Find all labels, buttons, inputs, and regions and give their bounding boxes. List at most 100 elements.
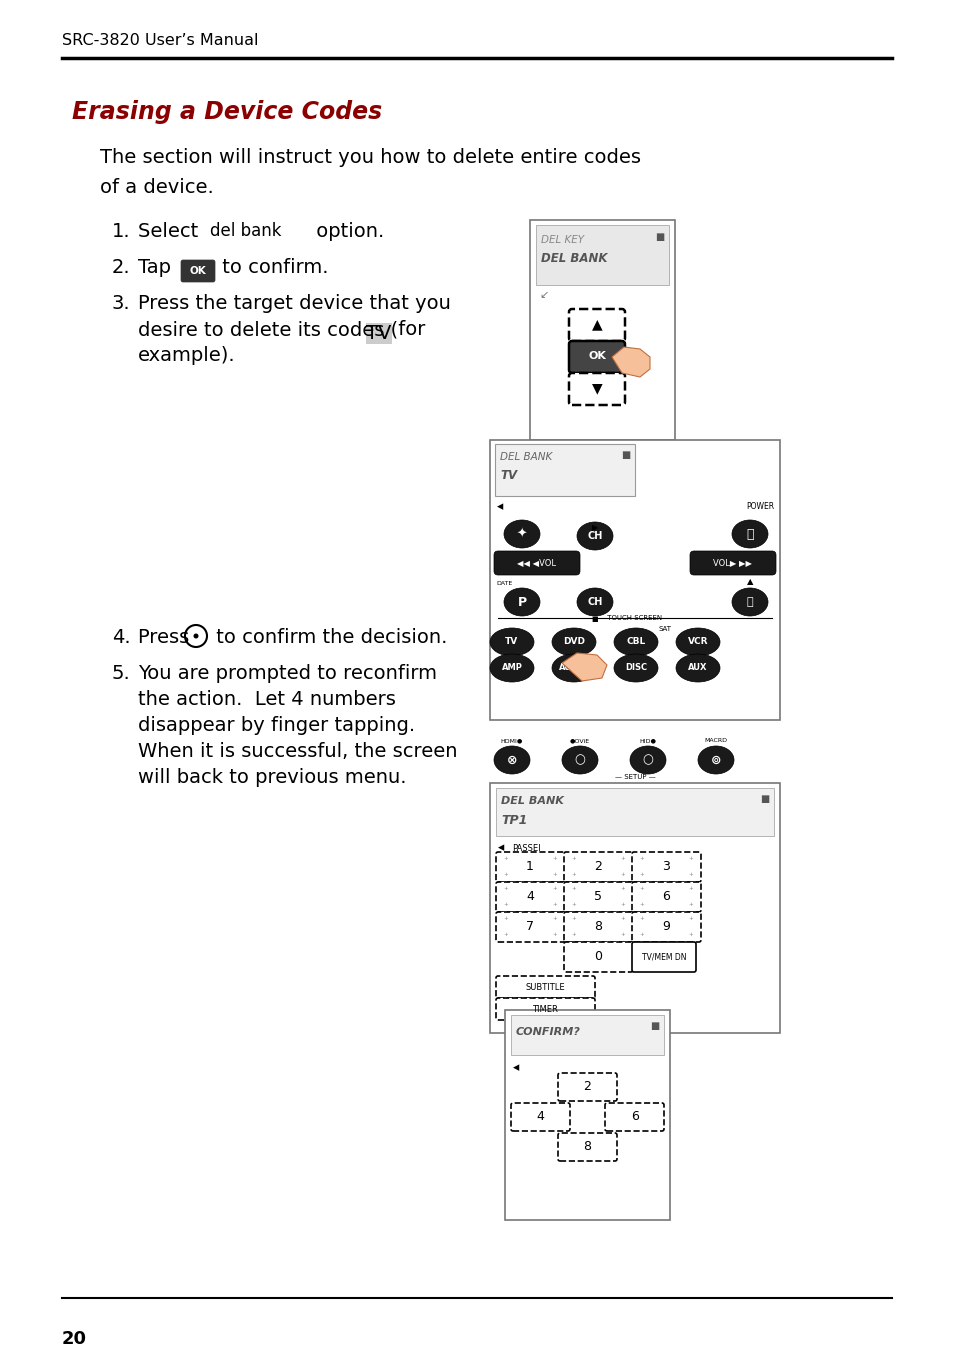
Text: 0: 0 xyxy=(594,950,601,964)
Text: +: + xyxy=(503,933,508,937)
FancyBboxPatch shape xyxy=(504,1010,669,1220)
Text: 5: 5 xyxy=(594,891,601,903)
Text: +: + xyxy=(503,872,508,877)
Text: AMP: AMP xyxy=(501,664,522,672)
FancyBboxPatch shape xyxy=(563,882,633,913)
Text: TV/MEM DN: TV/MEM DN xyxy=(641,953,685,961)
Text: +: + xyxy=(552,903,557,907)
Text: CBL: CBL xyxy=(626,638,645,646)
Text: 20: 20 xyxy=(62,1330,87,1348)
Text: 3: 3 xyxy=(661,860,669,873)
Text: +: + xyxy=(620,903,625,907)
Text: POWER: POWER xyxy=(745,502,773,511)
Ellipse shape xyxy=(577,588,613,617)
Polygon shape xyxy=(612,347,649,377)
Text: When it is successful, the screen: When it is successful, the screen xyxy=(138,742,457,761)
FancyBboxPatch shape xyxy=(568,373,624,406)
FancyBboxPatch shape xyxy=(511,1103,569,1132)
Text: 7: 7 xyxy=(525,921,534,933)
Text: VOL▶ ▶▶: VOL▶ ▶▶ xyxy=(713,558,752,568)
Text: +: + xyxy=(552,933,557,937)
Text: 6: 6 xyxy=(630,1110,639,1124)
Ellipse shape xyxy=(494,746,530,773)
FancyBboxPatch shape xyxy=(494,552,579,575)
Text: MACRD: MACRD xyxy=(703,738,727,744)
Text: OK: OK xyxy=(587,352,605,361)
Text: DVD: DVD xyxy=(562,638,584,646)
Text: will back to previous menu.: will back to previous menu. xyxy=(138,768,406,787)
Text: ↙: ↙ xyxy=(538,289,548,300)
Ellipse shape xyxy=(731,521,767,548)
FancyBboxPatch shape xyxy=(496,852,564,882)
Text: +: + xyxy=(552,872,557,877)
Text: TV: TV xyxy=(499,469,517,483)
Text: to confirm the decision.: to confirm the decision. xyxy=(210,627,447,648)
Text: +: + xyxy=(503,887,508,891)
Text: CH: CH xyxy=(587,531,602,541)
Ellipse shape xyxy=(676,627,720,656)
Ellipse shape xyxy=(503,588,539,617)
Text: 4.: 4. xyxy=(112,627,131,648)
Text: +: + xyxy=(639,933,643,937)
FancyBboxPatch shape xyxy=(689,552,775,575)
FancyBboxPatch shape xyxy=(563,913,633,942)
Text: Erasing a Device Codes: Erasing a Device Codes xyxy=(71,100,382,124)
Text: The section will instruct you how to delete entire codes: The section will instruct you how to del… xyxy=(100,147,640,168)
FancyBboxPatch shape xyxy=(604,1103,663,1132)
Text: ▶: ▶ xyxy=(591,523,598,531)
Text: 8: 8 xyxy=(582,1141,590,1153)
Text: 2: 2 xyxy=(594,860,601,873)
Ellipse shape xyxy=(731,588,767,617)
Text: DEL BANK: DEL BANK xyxy=(499,452,552,462)
Text: P: P xyxy=(517,595,526,608)
Text: ⊚: ⊚ xyxy=(710,753,720,767)
Ellipse shape xyxy=(614,627,658,656)
Text: Press: Press xyxy=(138,627,195,648)
FancyBboxPatch shape xyxy=(366,323,392,343)
Text: VCR: VCR xyxy=(687,638,707,646)
Text: DEL KEY: DEL KEY xyxy=(540,235,583,245)
Text: You are prompted to reconfirm: You are prompted to reconfirm xyxy=(138,664,436,683)
Text: 1.: 1. xyxy=(112,222,131,241)
Text: the action.  Let 4 numbers: the action. Let 4 numbers xyxy=(138,690,395,708)
Ellipse shape xyxy=(552,627,596,656)
Text: CONFIRM?: CONFIRM? xyxy=(516,1028,580,1037)
Text: OK: OK xyxy=(190,266,206,276)
FancyBboxPatch shape xyxy=(563,852,633,882)
Text: AUX: AUX xyxy=(687,664,707,672)
Text: +: + xyxy=(620,933,625,937)
Text: +: + xyxy=(620,872,625,877)
Text: +: + xyxy=(639,872,643,877)
Text: ◂: ◂ xyxy=(497,500,503,512)
Text: ⊗: ⊗ xyxy=(506,753,517,767)
Text: 2: 2 xyxy=(582,1080,590,1094)
FancyBboxPatch shape xyxy=(631,913,700,942)
Text: +: + xyxy=(503,903,508,907)
Text: +: + xyxy=(552,887,557,891)
Text: 2.: 2. xyxy=(112,258,131,277)
Text: TV: TV xyxy=(366,324,392,343)
Text: +: + xyxy=(552,857,557,861)
FancyBboxPatch shape xyxy=(631,942,696,972)
FancyBboxPatch shape xyxy=(496,976,595,998)
Ellipse shape xyxy=(490,654,534,681)
Ellipse shape xyxy=(676,654,720,681)
Text: DEL BANK: DEL BANK xyxy=(500,796,563,806)
Text: ■: ■ xyxy=(655,233,663,242)
Text: DEL BANK: DEL BANK xyxy=(540,251,607,265)
FancyBboxPatch shape xyxy=(568,310,624,341)
Text: +: + xyxy=(688,903,693,907)
Text: HDMI●: HDMI● xyxy=(500,738,522,744)
Circle shape xyxy=(193,634,198,638)
Text: Tap: Tap xyxy=(138,258,177,277)
Text: 9: 9 xyxy=(661,921,669,933)
Text: +: + xyxy=(571,903,576,907)
Text: Press the target device that you: Press the target device that you xyxy=(138,293,451,314)
Ellipse shape xyxy=(490,627,534,656)
Text: +: + xyxy=(571,857,576,861)
Text: +: + xyxy=(571,872,576,877)
Text: 1: 1 xyxy=(525,860,534,873)
Text: ■: ■ xyxy=(760,794,768,804)
FancyBboxPatch shape xyxy=(536,224,668,285)
Text: CH: CH xyxy=(587,598,602,607)
